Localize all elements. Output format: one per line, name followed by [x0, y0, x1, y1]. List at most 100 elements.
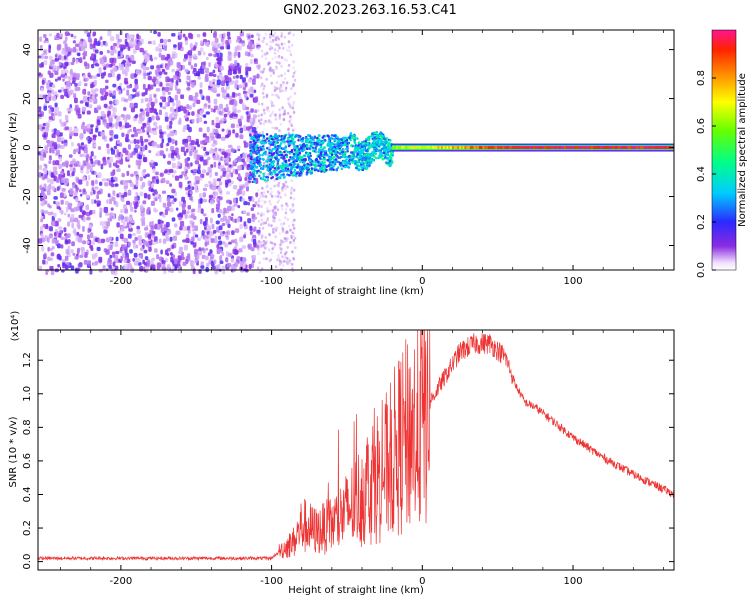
- spectrogram-noise-cell: [128, 227, 133, 232]
- spectrogram-core-cell: [404, 146, 407, 150]
- spectrogram-noise-cell: [75, 184, 78, 188]
- spectrogram-noise-cell: [156, 115, 160, 121]
- spectrogram-noise-cell: [78, 233, 83, 238]
- spectrogram-noise-cell: [84, 30, 89, 34]
- spectrogram-noise-cell: [181, 171, 185, 176]
- spectrogram-noise-cell: [138, 240, 143, 246]
- spectrogram-noise-cell: [234, 262, 239, 267]
- spectrogram-signal-cell: [362, 155, 365, 158]
- spectrogram-signal-cell: [381, 140, 384, 143]
- spectrogram-noise-cell: [174, 130, 178, 136]
- spectrogram-noise-cell: [150, 57, 154, 62]
- spectrogram-noise-cell: [178, 250, 183, 255]
- spectrogram-noise-cell: [46, 140, 51, 144]
- spectrogram-core-cell: [417, 146, 420, 150]
- spectrogram-signal-cell: [293, 140, 296, 144]
- spectrogram-noise-cell: [94, 199, 97, 204]
- spectrogram-core-cell: [406, 146, 409, 150]
- spectrogram-noise-cell: [99, 51, 103, 55]
- spectrogram-core-cell: [607, 146, 610, 150]
- spectrogram-noise-cell: [176, 100, 181, 106]
- spectrogram-noise-cell: [63, 88, 68, 93]
- spectrogram-noise-cell: [183, 151, 187, 157]
- spectrogram-signal-cell: [326, 159, 329, 162]
- spectrogram-noise-cell: [139, 191, 144, 197]
- spectrogram-noise-cell: [287, 224, 291, 228]
- spectrogram-core-cell: [497, 146, 500, 150]
- colorbar: 0.00.20.40.60.8 Normalized spectral ampl…: [696, 29, 748, 278]
- spectrogram-noise-cell: [119, 44, 124, 48]
- spectrogram-core-cell: [450, 146, 452, 150]
- spectrogram-noise-cell: [81, 176, 86, 182]
- spectrogram-noise-cell: [53, 212, 57, 218]
- spectrogram-noise-cell: [246, 157, 251, 163]
- spectrogram-noise-cell: [201, 247, 205, 251]
- spectrogram-noise-cell: [287, 40, 291, 44]
- spectrogram-noise-cell: [71, 222, 75, 229]
- spectrogram-noise-cell: [191, 111, 195, 116]
- spectrogram-noise-cell: [178, 181, 183, 188]
- spectrogram-signal-cell: [342, 161, 345, 164]
- spectrogram-noise-cell: [227, 223, 231, 228]
- spectrogram-signal-cell: [290, 170, 293, 174]
- spectrogram-noise-cell: [282, 182, 285, 186]
- spectrogram-frame: [37, 29, 675, 271]
- spectrogram-noise-cell: [269, 44, 272, 48]
- spectrogram-noise-cell: [220, 175, 223, 179]
- spectrogram-noise-cell: [78, 214, 83, 219]
- spectrogram-noise-cell: [221, 222, 226, 227]
- spectrogram-signal-cell: [278, 146, 281, 150]
- spectrogram-noise-cell: [151, 257, 156, 261]
- spectrogram-noise-cell: [70, 214, 75, 220]
- spectrogram-noise-cell: [127, 95, 133, 101]
- spectrogram-noise-cell: [91, 180, 95, 186]
- spectrogram-signal-cell: [256, 170, 259, 173]
- snr-x-label: Height of straight line (km): [288, 585, 424, 596]
- spectrogram-noise-cell: [217, 133, 221, 139]
- spectrogram-noise-cell: [169, 207, 174, 213]
- spectrogram-signal-cell: [259, 145, 262, 149]
- spectrogram-noise-cell: [261, 131, 264, 134]
- snr-x-ticks: -200 -100 0 100: [60, 330, 664, 587]
- spectrogram-noise-cell: [148, 246, 152, 252]
- spectrogram-noise-cell: [246, 186, 249, 192]
- spectrogram-noise-cell: [278, 232, 282, 235]
- spectrogram-noise-cell: [184, 40, 189, 46]
- spectrogram-signal-cell: [250, 167, 253, 170]
- spectrogram-signal-cell: [373, 144, 376, 147]
- spectrogram-signal-cell: [304, 157, 307, 161]
- spectrogram-core-cell: [598, 146, 601, 150]
- spectrogram-noise-cell: [183, 244, 188, 251]
- spectrogram-noise-cell: [182, 239, 187, 243]
- spectrogram-noise-cell: [48, 160, 52, 165]
- spectrogram-core-cell: [395, 146, 398, 150]
- spectrogram-noise-cell: [257, 252, 260, 255]
- spectrogram-noise-cell: [55, 228, 58, 232]
- spectrogram-noise-cell: [155, 171, 159, 176]
- spectrogram-noise-cell: [119, 122, 122, 128]
- spectrogram-noise-cell: [57, 111, 62, 117]
- spectrogram-signal-cell: [280, 174, 283, 177]
- spectrogram-noise-cell: [77, 267, 81, 272]
- spectrogram-noise-cell: [253, 89, 257, 93]
- spectrogram-noise-cell: [167, 62, 171, 67]
- spectrogram-noise-cell: [205, 67, 209, 74]
- spectrogram-noise-cell: [45, 126, 50, 131]
- spectrogram-core-cell: [468, 146, 471, 150]
- spectrogram-signal-cell: [316, 160, 320, 164]
- spectrogram-core-cell: [647, 146, 650, 150]
- spectrogram-noise-cell: [73, 127, 79, 134]
- spectrogram-noise-cell: [104, 182, 109, 187]
- spectrogram-signal-cell: [330, 167, 333, 170]
- spectrogram-noise-cell: [106, 159, 111, 164]
- spectrogram-noise-cell: [131, 134, 135, 138]
- spectrogram-signal-cell: [267, 159, 270, 162]
- spectrogram-noise-cell: [200, 197, 203, 204]
- spectrogram-core-cell: [616, 146, 619, 150]
- spectrogram-noise-cell: [43, 49, 48, 56]
- spectrogram-signal-cell: [317, 164, 320, 167]
- spectrogram-noise-cell: [237, 188, 242, 195]
- spectrogram-noise-cell: [218, 74, 223, 80]
- spectrogram-noise-cell: [279, 89, 282, 93]
- spectrogram-noise-cell: [100, 42, 104, 47]
